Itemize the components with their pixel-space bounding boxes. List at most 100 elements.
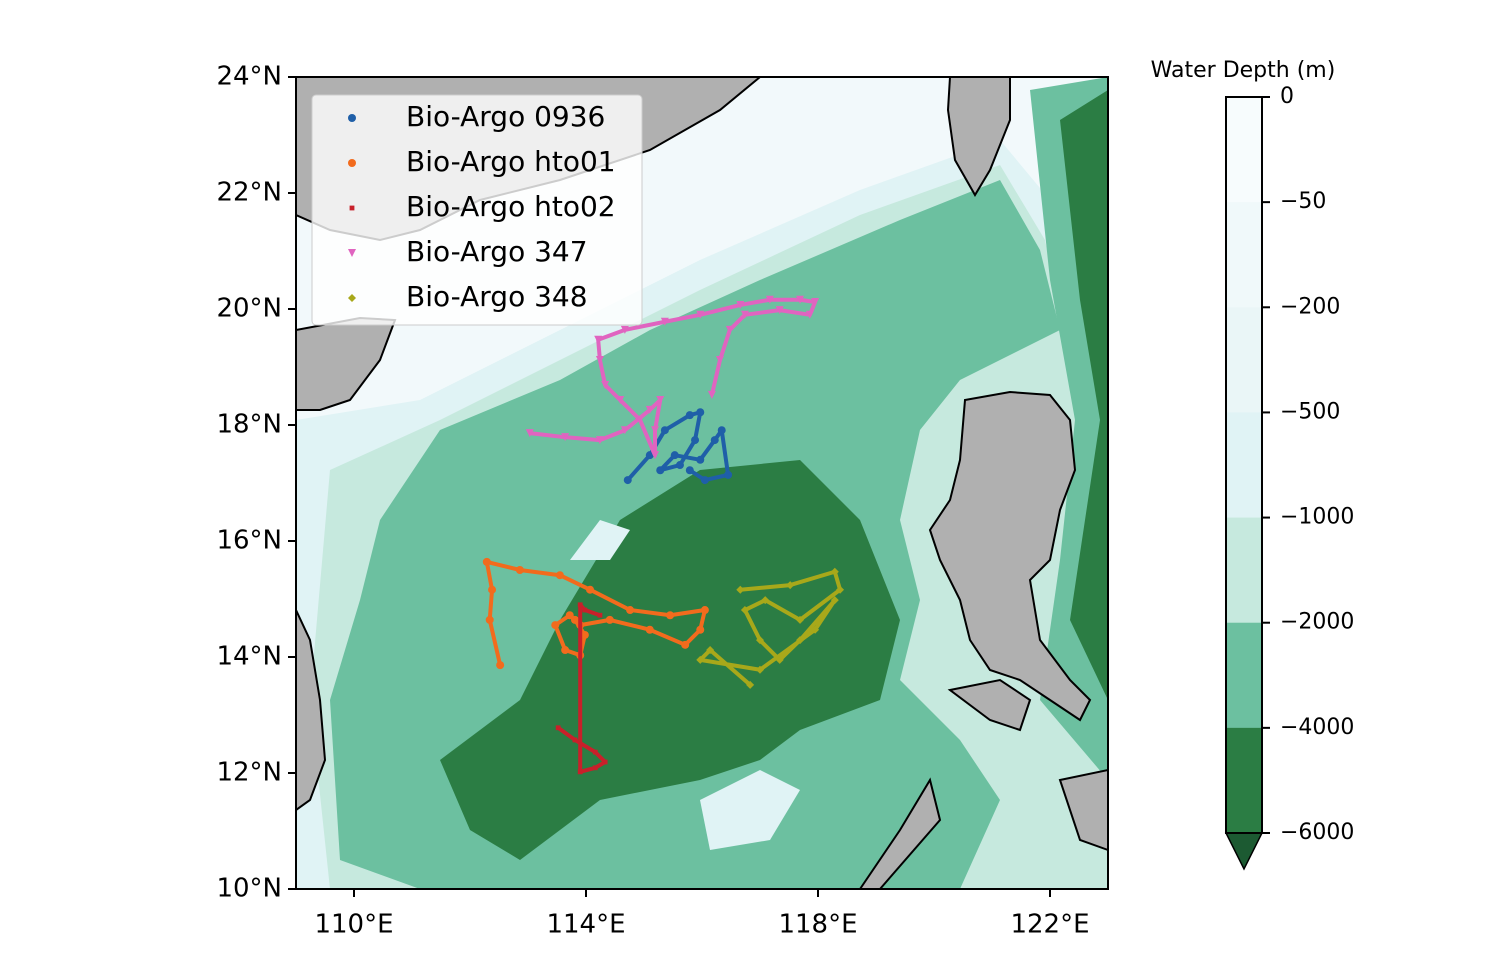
- marker: [592, 765, 598, 771]
- marker: [681, 640, 690, 649]
- marker: [707, 390, 716, 399]
- marker: [485, 615, 494, 624]
- marker: [348, 159, 356, 167]
- marker: [756, 665, 764, 674]
- x-tick-label: 118°E: [778, 910, 857, 940]
- marker: [555, 571, 564, 580]
- marker: [594, 335, 603, 344]
- marker: [765, 295, 774, 304]
- marker: [595, 356, 604, 365]
- y-tick-label: 12°N: [216, 758, 282, 788]
- x-tick-label: 122°E: [1010, 910, 1089, 940]
- marker: [830, 567, 839, 576]
- marker: [582, 607, 588, 613]
- colorbar: 0 −50 −200 −500 −1000 −2000 −4000 −6000: [1224, 84, 1354, 871]
- land-mindoro: [947, 678, 1032, 732]
- marker: [696, 625, 705, 634]
- marker: [561, 433, 570, 442]
- y-tick-label: 24°N: [216, 62, 282, 92]
- marker: [696, 408, 705, 417]
- colorbar-tick-label: −500: [1280, 399, 1340, 424]
- marker: [660, 317, 669, 326]
- y-tick-label: 18°N: [216, 410, 282, 440]
- marker: [572, 737, 578, 743]
- colorbar-level: [1226, 202, 1262, 308]
- marker: [796, 636, 805, 645]
- marker: [496, 661, 505, 670]
- marker: [577, 769, 583, 775]
- marker: [725, 325, 734, 334]
- marker: [666, 611, 675, 620]
- legend-box: [311, 94, 643, 326]
- colorbar-tick-label: 0: [1280, 84, 1294, 109]
- colorbar-tick-label: −1000: [1280, 505, 1354, 530]
- marker: [348, 114, 356, 122]
- seamount: [700, 770, 800, 850]
- marker: [685, 411, 694, 420]
- marker: [670, 451, 679, 460]
- marker: [685, 466, 694, 475]
- plot-frame: [295, 76, 1109, 890]
- track-line: [698, 569, 843, 687]
- land-taiwan: [946, 77, 1011, 197]
- colorbar-frame: [1225, 96, 1263, 834]
- marker: [635, 415, 644, 424]
- marker: [700, 606, 709, 615]
- marker: [623, 476, 632, 485]
- marker: [696, 455, 705, 464]
- marker: [605, 615, 614, 624]
- marker: [696, 655, 705, 664]
- marker: [761, 596, 770, 605]
- colorbar-level: [1226, 412, 1262, 519]
- colorbar-level: [1226, 97, 1262, 203]
- colorbar-tick-label: −2000: [1280, 610, 1354, 635]
- marker: [775, 655, 784, 664]
- marker: [645, 625, 654, 634]
- y-tick-label: 16°N: [216, 526, 282, 556]
- y-tick-label: 20°N: [216, 294, 282, 324]
- land-visayas: [1058, 768, 1108, 852]
- colorbar-level: [1226, 622, 1262, 729]
- marker: [746, 680, 755, 689]
- colorbar-tick-label: −4000: [1280, 715, 1354, 740]
- marker: [580, 630, 589, 639]
- marker: [710, 436, 719, 445]
- x-tick-label: 114°E: [546, 910, 625, 940]
- marker: [740, 310, 749, 319]
- marker: [620, 325, 629, 334]
- marker: [796, 615, 805, 624]
- colorbar-tick-label: −50: [1280, 189, 1326, 214]
- deep-zone: [1060, 90, 1108, 700]
- marker: [700, 476, 709, 485]
- marker: [595, 436, 604, 445]
- marker: [656, 466, 665, 475]
- marker: [602, 759, 608, 765]
- marker: [651, 426, 660, 435]
- marker: [651, 451, 660, 460]
- axes: 110°E 114°E 118°E 122°E 10°N 12°N 14°N 16°N 18°N…: [216, 62, 1089, 940]
- marker: [775, 306, 784, 315]
- colorbar-level: [1226, 727, 1262, 834]
- x-tick-label: 110°E: [314, 910, 393, 940]
- legend-label: Bio-Argo 0936: [406, 100, 605, 133]
- marker: [577, 602, 583, 608]
- marker: [570, 615, 579, 624]
- marker: [645, 405, 654, 414]
- seamount: [570, 520, 630, 560]
- colorbar-level: [1226, 517, 1262, 624]
- marker: [525, 429, 534, 438]
- colorbar-tick-label: −200: [1280, 294, 1340, 319]
- colorbar-label: Water Depth (m): [1151, 58, 1336, 83]
- land-luzon: [928, 390, 1092, 722]
- marker: [616, 396, 625, 405]
- marker: [551, 621, 560, 630]
- y-tick-label: 14°N: [216, 642, 282, 672]
- marker: [645, 451, 654, 460]
- marker: [488, 585, 497, 594]
- land-palawan: [858, 777, 942, 889]
- colorbar-extend: [1224, 832, 1264, 871]
- marker: [786, 581, 795, 590]
- y-tick-label: 22°N: [216, 178, 282, 208]
- marker: [691, 436, 700, 445]
